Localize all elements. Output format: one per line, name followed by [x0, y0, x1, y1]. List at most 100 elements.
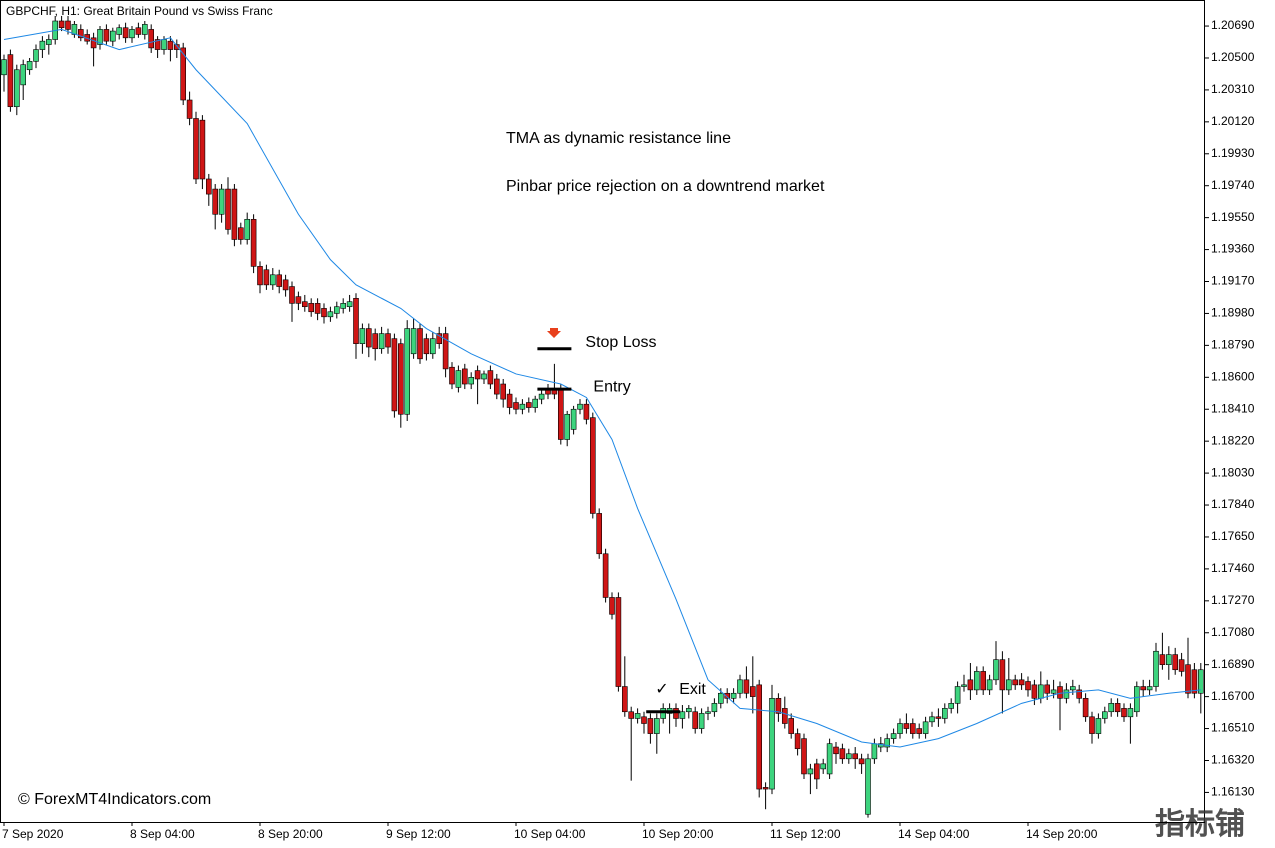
candle-body: [372, 333, 379, 350]
candle-body: [90, 37, 97, 49]
candle-body: [909, 723, 916, 734]
x-tick-label: 14 Sep 04:00: [898, 827, 970, 841]
candle-body: [314, 303, 321, 314]
candle-body: [993, 659, 999, 681]
candle-body: [340, 303, 347, 309]
x-tick-label: 11 Sep 12:00: [770, 827, 841, 841]
candle-body: [1005, 679, 1012, 691]
candle-body: [39, 40, 46, 50]
watermark: © ForexMT4Indicators.com: [18, 791, 211, 808]
candle-body: [263, 269, 270, 286]
candle-body: [193, 118, 199, 180]
candle-body: [826, 743, 833, 775]
candle-body: [653, 718, 660, 734]
y-tick-label: 1.18790: [1211, 338, 1255, 352]
candle-body: [775, 698, 782, 714]
candle-body: [1191, 669, 1198, 694]
candle-body: [148, 29, 154, 49]
candle-body: [231, 188, 238, 240]
candle-body: [1082, 698, 1089, 718]
candle-body: [225, 188, 231, 230]
candle-body: [794, 733, 801, 750]
candle-body: [756, 684, 763, 790]
candle-body: [583, 403, 590, 420]
y-tick-label: 1.19360: [1211, 242, 1255, 256]
level-mark: ✓: [655, 681, 668, 698]
candle-body: [781, 708, 788, 724]
candle-body: [103, 29, 110, 42]
candle-body: [167, 40, 174, 50]
level-label: Stop Loss: [585, 334, 656, 351]
candle-body: [449, 366, 455, 385]
candle-body: [948, 703, 955, 709]
candle-body: [557, 388, 564, 440]
candle-body: [1178, 659, 1185, 672]
candle-body: [45, 39, 52, 45]
candle-body: [858, 758, 865, 765]
candle-body: [308, 303, 315, 313]
candle-body: [436, 333, 443, 344]
candle-body: [641, 716, 647, 724]
candle-body: [698, 713, 705, 729]
candle-body: [986, 679, 993, 691]
y-tick-label: 1.19170: [1211, 274, 1255, 288]
candle-body: [1076, 689, 1082, 699]
candle-body: [20, 64, 27, 86]
x-tick-label: 10 Sep 04:00: [514, 827, 586, 841]
candle-body: [538, 393, 545, 400]
candle-body: [455, 370, 462, 388]
candle-body: [461, 368, 468, 385]
candle-body: [941, 708, 948, 719]
y-tick-label: 1.18600: [1211, 369, 1255, 383]
candle-body: [685, 708, 692, 713]
y-tick-label: 1.18220: [1211, 433, 1255, 447]
candle-body: [186, 99, 193, 119]
candle-body: [1114, 703, 1121, 713]
y-tick-label: 1.19740: [1211, 178, 1255, 192]
candle-body: [500, 383, 507, 400]
candle-body: [628, 711, 635, 719]
candle-body: [468, 377, 475, 385]
candle-body: [833, 746, 839, 755]
candle-body: [206, 178, 212, 195]
candle-body: [218, 188, 225, 215]
y-tick-label: 1.20690: [1211, 18, 1255, 32]
y-tick-label: 1.17840: [1211, 497, 1255, 511]
candle-body: [244, 219, 250, 240]
x-tick-label: 8 Sep 04:00: [130, 827, 195, 841]
candle-body: [845, 753, 852, 760]
candle-body: [692, 711, 699, 729]
candle-body: [807, 768, 814, 775]
y-tick-label: 1.19930: [1211, 146, 1255, 160]
candle-body: [705, 711, 711, 714]
candle-body: [161, 39, 167, 50]
candle-body: [289, 286, 295, 304]
candle-body: [327, 311, 334, 318]
candle-body: [621, 686, 628, 713]
candle-body: [276, 274, 283, 287]
candle-body: [423, 338, 430, 355]
candle-body: [596, 513, 603, 555]
candle-body: [820, 763, 827, 770]
level-label: Exit: [679, 681, 706, 698]
y-tick-label: 1.17270: [1211, 593, 1255, 607]
candle-body: [973, 671, 980, 691]
candle-body: [257, 266, 263, 286]
candle-body: [33, 49, 39, 62]
candle-body: [238, 227, 244, 240]
candle-body: [788, 718, 795, 734]
candle-body: [1044, 684, 1050, 694]
level-label: Entry: [593, 378, 630, 395]
candle-body: [71, 24, 78, 35]
candle-body: [410, 328, 417, 355]
candle-body: [954, 686, 961, 704]
candle-body: [980, 671, 987, 691]
candle-body: [711, 703, 718, 713]
candle-body: [116, 27, 122, 35]
x-tick-label: 8 Sep 20:00: [258, 827, 323, 841]
candle-body: [78, 29, 84, 39]
candle-body: [321, 308, 327, 318]
candle-body: [1025, 681, 1031, 691]
candle-body: [519, 403, 526, 410]
